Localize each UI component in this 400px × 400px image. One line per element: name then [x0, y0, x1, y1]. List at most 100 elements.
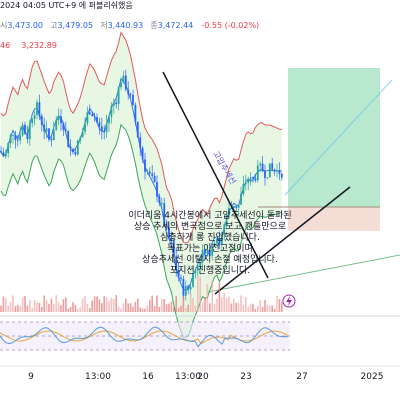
candle-body [261, 163, 264, 172]
volume-bar [221, 296, 223, 312]
support-trendline[interactable] [207, 254, 400, 293]
candle-body [194, 270, 197, 273]
x-axis: 9 13:00 16 13:00 20 23 27 2025 [0, 365, 400, 382]
candle-body [40, 115, 43, 125]
volume-series [0, 276, 283, 312]
candle-body [9, 135, 12, 143]
candle-body [237, 204, 240, 208]
volume-bar [185, 308, 187, 312]
candle-body [96, 117, 98, 123]
volume-bar [125, 298, 127, 312]
volume-bar [33, 299, 36, 312]
candle-body [141, 147, 144, 160]
candle-body [208, 249, 211, 256]
volume-bar [175, 296, 177, 312]
lower-band-line [0, 123, 283, 338]
publish-date: 2024 04:05 UTC+9 에 퍼블리쉬했음 [0, 0, 133, 10]
candle-body [127, 89, 130, 95]
candle-body [67, 130, 70, 147]
volume-bar [206, 283, 209, 312]
volume-bar [120, 308, 122, 312]
volume-bar [74, 304, 77, 312]
volume-bar [117, 306, 120, 312]
candle-body [235, 206, 238, 208]
candle-body [24, 124, 26, 134]
note-line: 상승추세선 이탈시 손절 예정입니다. [142, 253, 278, 265]
candle-body [50, 138, 53, 141]
target-profit-zone[interactable] [288, 68, 380, 207]
volume-bar [180, 305, 182, 312]
volume-bar [173, 307, 175, 312]
high-value: 3,479.05 [57, 21, 93, 30]
candle-body [254, 178, 257, 181]
volume-bar [158, 306, 161, 312]
candle-body [175, 256, 178, 270]
candle-body [280, 173, 283, 178]
volume-bar [264, 299, 266, 312]
ma-prefix: 46 [0, 41, 10, 50]
volume-bar [41, 307, 43, 312]
stop-loss-zone[interactable] [288, 207, 380, 231]
close-label: 종 [150, 21, 157, 30]
candle-body [64, 129, 67, 131]
descending-trendline[interactable] [162, 71, 269, 279]
volume-bar [19, 305, 21, 312]
volume-bar [103, 296, 105, 312]
volume-bar [249, 304, 252, 312]
candle-body [93, 116, 96, 118]
volume-bar [209, 303, 211, 312]
volume-bar [101, 303, 103, 312]
volume-bar [86, 303, 89, 312]
volume-bar [156, 295, 158, 312]
candle-body [129, 94, 132, 96]
ascending-trendline[interactable] [214, 186, 351, 295]
candle-body [278, 170, 281, 174]
volume-bar [165, 304, 168, 312]
volume-bar [79, 307, 81, 312]
candle-body [110, 105, 113, 117]
candle-body [88, 112, 91, 115]
volume-bar [141, 308, 144, 312]
oscillator-pane [0, 315, 400, 351]
candlestick-series [0, 69, 283, 301]
open-value: 3,473.00 [7, 21, 43, 30]
volume-bar [276, 295, 278, 312]
volume-bar [14, 306, 17, 312]
volume-bar [57, 302, 60, 312]
candle-body [276, 170, 278, 172]
candle-body [268, 163, 271, 178]
volume-bar [187, 304, 189, 312]
volume-bar [132, 306, 134, 312]
candle-body [60, 116, 62, 124]
volume-bar [225, 298, 228, 312]
candle-body [244, 182, 247, 185]
candle-body [213, 243, 216, 247]
projection-line[interactable] [284, 79, 393, 196]
candle-body [216, 239, 218, 244]
candle-body [33, 114, 36, 120]
x-tick-label: 13:00 [85, 372, 111, 382]
candle-body [273, 169, 276, 172]
candle-body [16, 140, 19, 141]
candle-body [19, 135, 22, 141]
lightning-icon[interactable] [282, 294, 296, 308]
candle-body [7, 142, 10, 154]
candle-body [201, 249, 204, 263]
volume-bar [26, 305, 29, 312]
candle-body [38, 102, 41, 116]
volume-bar [237, 302, 240, 312]
candle-body [105, 123, 108, 133]
candle-body [206, 249, 209, 254]
volume-bar [266, 304, 269, 312]
volume-bar [254, 308, 257, 312]
ma-legend: 46 3,232.89 [0, 33, 57, 52]
candle-body [98, 122, 101, 127]
high-label: 고 [50, 21, 57, 30]
x-tick-label: 2025 [361, 372, 384, 382]
volume-bar [168, 303, 170, 312]
volume-bar [105, 297, 108, 312]
volume-bar [113, 298, 115, 312]
candle-body [26, 133, 29, 140]
volume-bar [146, 305, 149, 312]
change-value: -0.55 (-0.02%) [201, 21, 259, 30]
